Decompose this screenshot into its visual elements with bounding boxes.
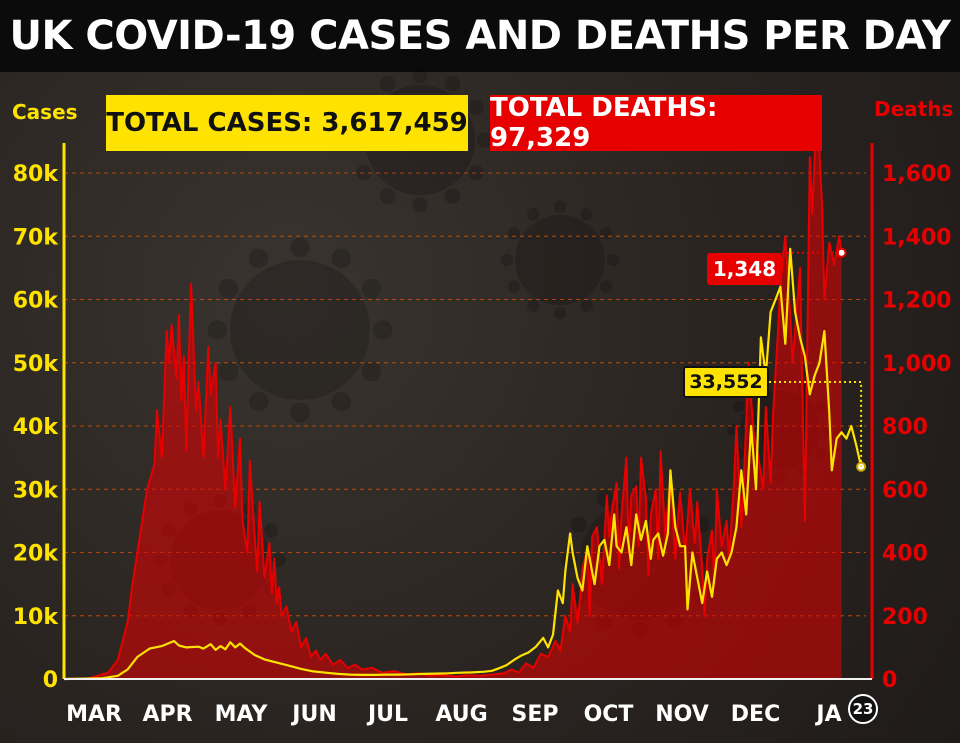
x-tick-label: MAY [215, 702, 269, 727]
x-tick-label: DEC [731, 702, 780, 727]
left-tick-label: 70k [13, 225, 60, 250]
virus-spike [412, 67, 428, 83]
virus-spike [596, 490, 613, 508]
virus-spike [599, 227, 613, 240]
virus-spike [248, 391, 269, 412]
latest-day-badge: 23 [848, 694, 878, 724]
right-tick-label: 1,600 [882, 162, 952, 187]
virus-spike [264, 523, 279, 538]
virus-shape [500, 200, 620, 320]
left-tick-label: 80k [13, 162, 60, 187]
right-tick-label: 200 [882, 605, 928, 630]
right-tick-label: 1,000 [882, 352, 952, 377]
deaths-area [64, 103, 842, 679]
virus-spike [412, 197, 428, 213]
right-tick-label: 800 [882, 415, 928, 440]
latest-cases-label: 33,552 [683, 366, 769, 398]
virus-body [230, 260, 370, 400]
grid-lines [64, 172, 866, 617]
deaths-axis-title: Deaths [874, 97, 954, 121]
left-tick-label: 60k [13, 289, 60, 314]
virus-spike [444, 188, 461, 204]
left-tick-label: 0 [43, 668, 58, 693]
virus-spike [733, 400, 745, 412]
deaths-series [63, 102, 847, 680]
virus-spike [527, 207, 540, 221]
virus-spike [507, 280, 521, 293]
virus-spike [218, 361, 239, 382]
virus-spike [468, 164, 484, 181]
virus-spike [290, 237, 310, 258]
right-tick-label: 400 [882, 542, 928, 567]
virus-spike [361, 361, 382, 382]
virus-spike [331, 391, 352, 412]
cases-axis-title: Cases [12, 100, 78, 124]
chart-title: UK COVID-19 CASES AND DEATHS PER DAY [9, 13, 951, 59]
virus-spike [553, 306, 567, 320]
x-tick-label: NOV [655, 702, 709, 727]
virus-spike [331, 248, 352, 269]
virus-spike [356, 164, 372, 181]
virus-spike [468, 99, 484, 116]
annotation-leaders [769, 251, 863, 467]
x-tick-label: APR [142, 702, 192, 727]
virus-shape [207, 237, 393, 423]
x-tick-label: JUN [290, 702, 336, 727]
axes [62, 143, 874, 680]
virus-spike [580, 299, 593, 313]
virus-spike [553, 200, 567, 214]
virus-spike [379, 188, 396, 204]
right-axis-ticks: 0 200 400 600 800 1,000 1,200 1,400 1,600 [882, 162, 952, 693]
title-bar: UK COVID-19 CASES AND DEATHS PER DAY [0, 0, 960, 72]
left-tick-label: 20k [13, 542, 60, 567]
cases-line [63, 247, 863, 681]
virus-spike [248, 248, 269, 269]
virus-spike [290, 402, 310, 423]
right-tick-label: 1,400 [882, 225, 952, 250]
left-tick-label: 50k [13, 352, 60, 377]
virus-spike [580, 207, 593, 221]
x-tick-label: SEP [512, 702, 559, 727]
left-tick-label: 10k [13, 605, 60, 630]
x-tick-label: AUG [435, 702, 487, 727]
right-tick-label: 1,200 [882, 289, 952, 314]
total-cases-box: TOTAL CASES: 3,617,459 [106, 95, 468, 151]
virus-body [515, 215, 605, 305]
deaths-line [63, 102, 843, 680]
virus-spike [500, 253, 514, 267]
left-axis-ticks: 0 10k 20k 30k 40k 50k 60k 70k 80k [13, 162, 60, 693]
virus-spike [379, 76, 396, 92]
virus-spike [507, 227, 521, 240]
virus-spike [361, 278, 382, 299]
virus-spike [372, 320, 393, 340]
x-tick-label: JA [814, 702, 841, 727]
virus-spike [477, 132, 493, 148]
virus-spike [218, 278, 239, 299]
latest-deaths-label: 1,348 [707, 253, 782, 285]
x-tick-label: MAR [66, 702, 122, 727]
cases-leader [769, 381, 863, 467]
left-tick-label: 30k [13, 478, 60, 503]
virus-spike [570, 516, 588, 533]
virus-spike [444, 76, 461, 92]
total-deaths-box: TOTAL DEATHS: 97,329 [490, 93, 822, 153]
x-axis-ticks: MAR APR MAY JUN JUL AUG SEP OCT NOV DEC JA [66, 702, 842, 727]
left-tick-label: 40k [13, 415, 60, 440]
virus-spike [527, 299, 540, 313]
virus-spike [207, 320, 228, 340]
x-tick-label: JUL [366, 702, 408, 727]
x-tick-label: OCT [584, 702, 634, 727]
right-tick-label: 600 [882, 478, 928, 503]
virus-spike [606, 253, 620, 267]
right-tick-label: 0 [882, 668, 897, 693]
virus-spike [599, 280, 613, 293]
